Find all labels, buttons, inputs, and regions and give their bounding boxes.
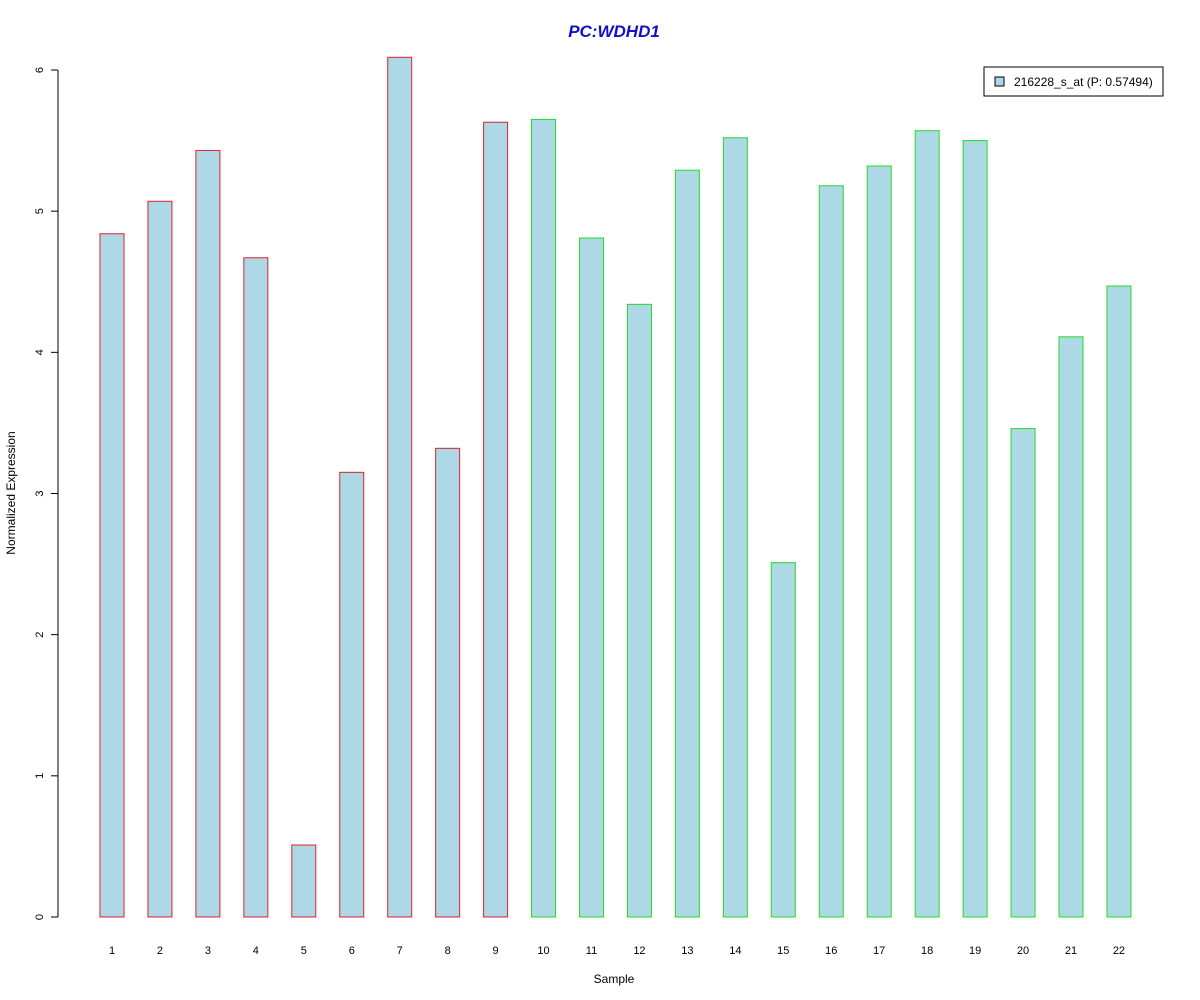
x-tick-labels: 1 2 3 4 5 6 7 8 9 10 11 12 13 14 15 16 17 18 19 20 21 22: [109, 945, 1125, 957]
bar-sample-18: [914, 130, 940, 918]
bar-sample-7: [387, 56, 413, 918]
y-tick-label: 0: [34, 914, 46, 920]
x-tick-label: 10: [537, 945, 549, 957]
x-tick-label: 14: [729, 945, 741, 957]
x-tick-label: 1: [109, 945, 115, 957]
bar-sample-17: [866, 165, 892, 918]
bar-sample-21: [1058, 336, 1084, 918]
x-tick-label: 6: [349, 945, 355, 957]
x-tick-label: 17: [873, 945, 885, 957]
x-tick-label: 4: [253, 945, 259, 957]
x-tick-label: 7: [397, 945, 403, 957]
x-tick-label: 18: [921, 945, 933, 957]
bar-sample-15: [770, 562, 796, 918]
legend-box: [983, 66, 1164, 97]
bar-sample-2: [147, 200, 173, 918]
bar-sample-6: [339, 471, 365, 918]
x-tick-label: 3: [205, 945, 211, 957]
bar-sample-20: [1010, 428, 1036, 918]
legend-swatch: [994, 76, 1005, 87]
bar-sample-14: [722, 137, 748, 918]
bar-sample-9: [483, 121, 509, 918]
bar-sample-13: [674, 169, 700, 918]
x-axis-label: Sample: [594, 972, 635, 986]
x-tick-label: 9: [493, 945, 499, 957]
y-tick-label: 4: [34, 349, 46, 355]
legend: 216228_s_at (P: 0.57494): [983, 66, 1164, 97]
bar-sample-19: [962, 140, 988, 918]
x-tick-label: 13: [681, 945, 693, 957]
x-tick-label: 5: [301, 945, 307, 957]
y-tick-label: 3: [34, 490, 46, 496]
x-tick-label: 15: [777, 945, 789, 957]
x-tick-label: 19: [969, 945, 981, 957]
x-tick-label: 12: [633, 945, 645, 957]
bar-sample-16: [818, 185, 844, 918]
bar-sample-4: [243, 257, 269, 918]
x-tick-label: 20: [1017, 945, 1029, 957]
bar-sample-11: [579, 237, 604, 918]
bar-sample-1: [99, 233, 125, 918]
bar-sample-5: [291, 844, 317, 918]
bar-sample-10: [531, 118, 557, 918]
x-tick-label: 8: [445, 945, 451, 957]
x-tick-label: 2: [157, 945, 163, 957]
y-tick-label: 6: [34, 67, 46, 73]
bar-sample-12: [626, 303, 652, 918]
x-tick-label: 22: [1113, 945, 1125, 957]
legend-label: 216228_s_at (P: 0.57494): [1014, 75, 1153, 89]
x-tick-label: 11: [586, 945, 597, 957]
x-tick-label: 16: [825, 945, 837, 957]
x-tick-label: 21: [1065, 945, 1077, 957]
bars-group: [99, 56, 1132, 918]
bar-sample-8: [435, 447, 461, 918]
bar-sample-3: [195, 149, 221, 918]
y-axis: 0 1 2 3 4 5 6: [34, 67, 59, 920]
y-tick-label: 5: [34, 208, 46, 214]
bar-sample-22: [1106, 285, 1132, 918]
chart-title: PC:WDHD1: [568, 22, 660, 41]
y-tick-label: 2: [34, 632, 46, 638]
y-tick-label: 1: [34, 773, 46, 779]
y-axis-label: Normalized Expression: [4, 431, 18, 554]
